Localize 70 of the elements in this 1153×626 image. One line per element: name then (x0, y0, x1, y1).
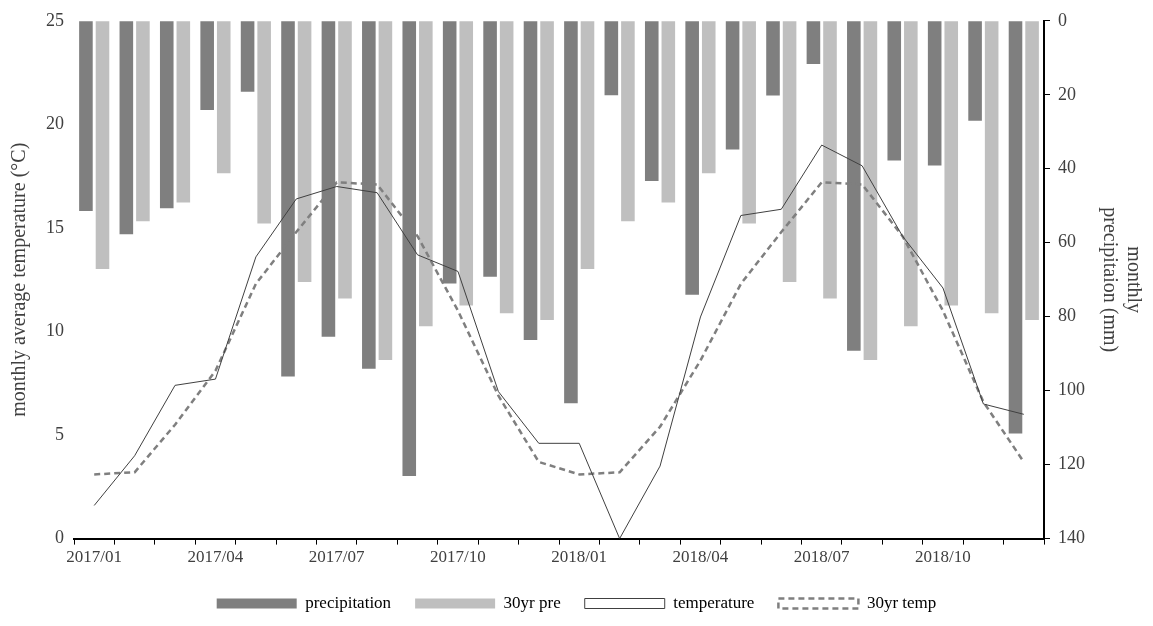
bar (216, 21, 231, 174)
bar (1008, 21, 1023, 434)
legend-label: temperature (673, 592, 755, 612)
bar (604, 21, 619, 96)
bar (725, 21, 740, 150)
bar (523, 21, 538, 340)
bar (904, 21, 918, 327)
y2-tick-label: 0 (1058, 9, 1067, 30)
bar (701, 21, 716, 174)
y2-tick-label: 40 (1058, 157, 1076, 178)
y2-tick-label: 120 (1058, 453, 1085, 474)
x-tick-label: 2017/07 (308, 547, 366, 567)
bar (742, 21, 756, 224)
bar (621, 21, 635, 222)
bar (944, 21, 959, 306)
bar (176, 21, 191, 203)
legend-label: 30yr temp (866, 592, 937, 612)
bar (119, 21, 134, 235)
y2-tick-label: 140 (1058, 527, 1085, 548)
x-tick-label: 2018/01 (551, 547, 608, 567)
bar (564, 21, 578, 404)
bar (984, 21, 999, 314)
bar (79, 21, 93, 211)
y-axis-title: monthly average temperature (°C) (7, 142, 31, 417)
bar (968, 21, 982, 121)
x-tick-label: 2017/04 (187, 547, 244, 567)
bar (644, 21, 659, 181)
bar (419, 21, 433, 327)
legend-label: precipitation (305, 592, 392, 612)
y-tick-label: 10 (46, 320, 64, 341)
bar (806, 21, 821, 65)
bar (257, 21, 271, 224)
bar (782, 21, 797, 282)
bar (887, 21, 902, 161)
bar (159, 21, 174, 209)
y2-tick-label: 80 (1058, 305, 1076, 326)
bar (483, 21, 497, 277)
bar (136, 21, 150, 222)
y-tick-label: 0 (55, 527, 64, 548)
bar (297, 21, 312, 282)
bar (580, 21, 595, 269)
y-tick-label: 20 (46, 113, 64, 134)
x-tick-label: 2017/10 (430, 547, 486, 567)
bar (766, 21, 780, 96)
y2-tick-label: 20 (1058, 83, 1076, 104)
bar (499, 21, 514, 314)
bar (338, 21, 352, 299)
y2-tick-label: 60 (1058, 231, 1076, 252)
y2-axis-title: monthly precipitaion (mm) (1098, 207, 1146, 353)
y2-tick-label: 100 (1058, 379, 1085, 400)
x-tick-label: 2018/10 (915, 547, 971, 567)
x-tick-label: 2017/01 (66, 547, 123, 567)
bar (95, 21, 110, 269)
bar (685, 21, 699, 295)
bar (927, 21, 942, 166)
x-tick-label: 2018/07 (793, 547, 851, 567)
bar (459, 21, 474, 306)
bar (863, 21, 878, 360)
bar (240, 21, 255, 92)
x-tick-label: 2018/04 (672, 547, 729, 567)
y-tick-label: 25 (46, 9, 64, 30)
legend-label: 30yr pre (503, 592, 561, 612)
bar (823, 21, 837, 299)
bar (1025, 21, 1039, 321)
bar (540, 21, 554, 321)
bar (378, 21, 393, 360)
bar (661, 21, 676, 203)
y-tick-label: 15 (46, 216, 64, 237)
y-tick-label: 5 (55, 423, 64, 444)
bar (200, 21, 214, 110)
